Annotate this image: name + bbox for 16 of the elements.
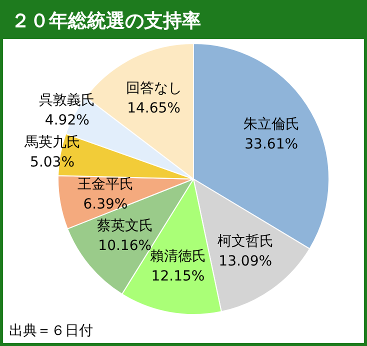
slice-label: 王金平氏	[77, 176, 134, 192]
source-note: 出典＝６日付	[9, 322, 93, 340]
slice-label: 呉敦義氏	[39, 92, 96, 108]
data-label: 10.16%	[98, 238, 152, 254]
chart-title: ２０年総統選の支持率	[3, 3, 364, 39]
data-label: 13.09%	[218, 254, 272, 270]
data-label: 6.39%	[83, 196, 128, 212]
data-label: 12.15%	[151, 268, 205, 285]
slice-label: 柯文哲氏	[217, 234, 274, 250]
slice-label: 賴清徳氏	[150, 248, 206, 265]
data-label: 14.65%	[127, 100, 180, 117]
slice-label: 回答なし	[126, 80, 182, 97]
slice-label: 蔡英文氏	[96, 218, 153, 234]
slice-label: 朱立倫氏	[243, 116, 300, 133]
data-label: 33.61%	[244, 136, 298, 153]
data-label: 4.92%	[44, 112, 90, 128]
